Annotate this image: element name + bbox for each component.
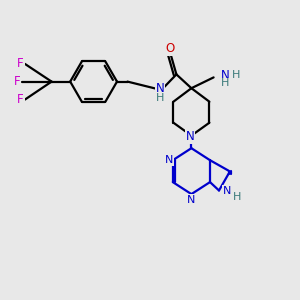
Text: H: H bbox=[232, 70, 241, 80]
Text: F: F bbox=[17, 57, 24, 70]
Text: H: H bbox=[156, 93, 164, 103]
Text: N: N bbox=[155, 82, 164, 95]
Text: N: N bbox=[185, 130, 194, 143]
Text: H: H bbox=[221, 78, 230, 88]
Text: N: N bbox=[165, 155, 173, 165]
Text: N: N bbox=[187, 194, 196, 205]
Text: N: N bbox=[223, 186, 231, 196]
Text: H: H bbox=[232, 191, 241, 202]
Text: F: F bbox=[17, 93, 24, 106]
Text: N: N bbox=[221, 69, 230, 82]
Text: F: F bbox=[14, 75, 20, 88]
Text: O: O bbox=[165, 42, 174, 55]
